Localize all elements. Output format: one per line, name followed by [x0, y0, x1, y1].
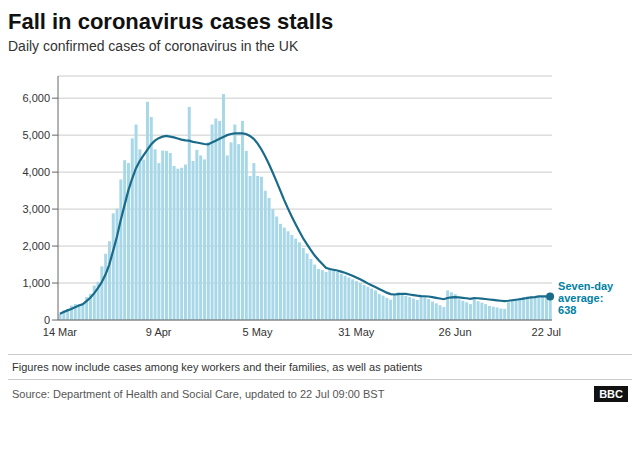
svg-text:26 Jun: 26 Jun	[439, 326, 472, 338]
svg-text:31 May: 31 May	[338, 326, 375, 338]
html-text:Fall in coronavirus cases stal: Fall in coronavirus cases stalls	[8, 9, 334, 34]
svg-text:3,000: 3,000	[22, 203, 50, 215]
html-text:BBC: BBC	[599, 388, 623, 400]
svg-text:Seven-dayaverage:638: Seven-dayaverage:638	[558, 280, 614, 316]
svg-text:6,000: 6,000	[22, 92, 50, 104]
svg-text:1,000: 1,000	[22, 277, 50, 289]
svg-text:14 Mar: 14 Mar	[43, 326, 78, 338]
svg-text:5 May: 5 May	[243, 326, 273, 338]
svg-text:5,000: 5,000	[22, 129, 50, 141]
svg-text:0: 0	[44, 314, 50, 326]
svg-text:2,000: 2,000	[22, 240, 50, 252]
svg-text:22 Jul: 22 Jul	[532, 326, 561, 338]
html-text:Daily confirmed cases of coron: Daily confirmed cases of coronavirus in …	[8, 38, 299, 54]
html-text:Figures now include cases amon: Figures now include cases among key work…	[12, 361, 423, 373]
svg-text:9 Apr: 9 Apr	[146, 326, 172, 338]
svg-text:4,000: 4,000	[22, 166, 50, 178]
html-text:Source: Department of Health a: Source: Department of Health and Social …	[12, 388, 385, 400]
